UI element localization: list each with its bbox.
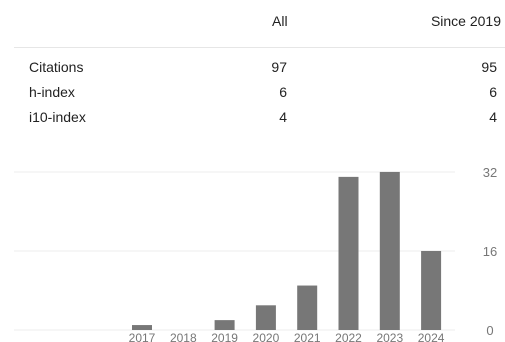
header-divider xyxy=(14,47,505,48)
x-tick-label-2017: 2017 xyxy=(129,331,156,342)
citations-per-year-chart: 0 16 32 2017 2018 2019 2020 2021 2022 2023 2024 xyxy=(14,165,497,342)
column-header-since-2019: Since 2019 xyxy=(430,13,501,29)
citations-all-value: 97 xyxy=(271,59,287,75)
i10-index-all-value: 4 xyxy=(279,109,287,125)
table-row: i10-index 4 4 xyxy=(0,109,505,131)
y-tick-label: 32 xyxy=(483,165,497,180)
bar-2023[interactable] xyxy=(379,171,400,330)
x-tick-label-2020: 2020 xyxy=(253,331,280,342)
x-tick-label-2022: 2022 xyxy=(335,331,362,342)
table-row: h-index 6 6 xyxy=(0,84,505,106)
citations-since-value: 95 xyxy=(481,59,497,75)
table-row: Citations 97 95 xyxy=(0,59,505,81)
x-tick-label-2023: 2023 xyxy=(376,331,403,342)
bar-2024[interactable] xyxy=(421,250,442,330)
h-index-all-value: 6 xyxy=(279,84,287,100)
h-index-since-value: 6 xyxy=(489,84,497,100)
bar-2020[interactable] xyxy=(255,305,276,330)
x-tick-label-2018: 2018 xyxy=(170,331,197,342)
y-tick-label: 16 xyxy=(483,244,497,259)
x-tick-label-2021: 2021 xyxy=(294,331,321,342)
row-label-h-index: h-index xyxy=(29,84,75,100)
bar-2022[interactable] xyxy=(338,176,359,330)
y-tick-label: 0 xyxy=(486,323,493,338)
row-label-i10-index: i10-index xyxy=(29,109,86,125)
column-header-all: All xyxy=(272,13,288,29)
x-tick-label-2019: 2019 xyxy=(211,331,238,342)
bar-2019[interactable] xyxy=(214,320,235,330)
row-label-citations: Citations xyxy=(29,59,84,75)
x-tick-label-2024: 2024 xyxy=(418,331,445,342)
bar-2021[interactable] xyxy=(297,285,318,330)
bar-2017[interactable] xyxy=(132,325,152,330)
i10-index-since-value: 4 xyxy=(489,109,497,125)
